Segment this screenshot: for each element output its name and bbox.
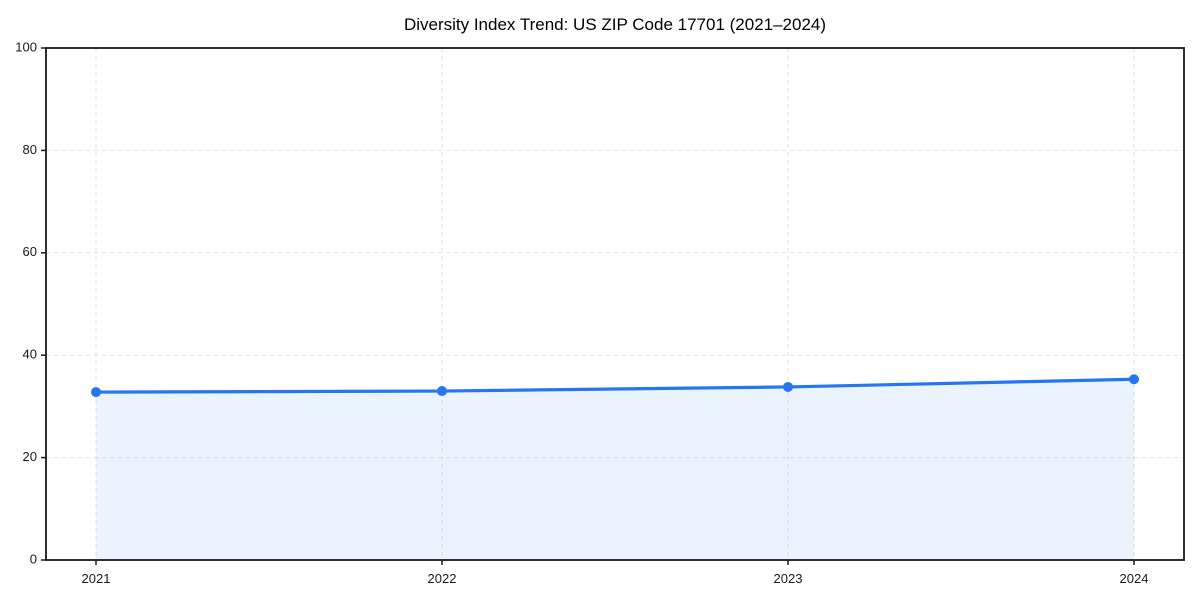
data-point-2021 (91, 387, 101, 398)
x-tick-label: 2021 (82, 571, 111, 586)
y-tick-label: 40 (23, 347, 37, 362)
y-tick-label: 20 (23, 449, 37, 464)
x-tick-label: 2024 (1120, 571, 1149, 586)
axis-layer: 0 20 40 60 80 100 2021 2022 2023 2024 (15, 39, 1185, 586)
data-point-2023 (783, 381, 793, 392)
trend-series-layer (91, 374, 1139, 560)
plot-frame (45, 47, 1185, 561)
y-tick-label: 60 (23, 244, 37, 259)
y-tick-label: 100 (15, 39, 37, 54)
data-point-2024 (1129, 374, 1139, 385)
y-tick-label: 0 (30, 551, 37, 566)
trend-line (94, 377, 1136, 394)
chart-title: Diversity Index Trend: US ZIP Code 17701… (404, 15, 826, 34)
area-fill (96, 379, 1134, 560)
data-point-2022 (437, 386, 447, 397)
x-tick-label: 2022 (428, 571, 457, 586)
x-tick-label: 2023 (774, 571, 803, 586)
y-tick-label: 80 (23, 142, 37, 157)
